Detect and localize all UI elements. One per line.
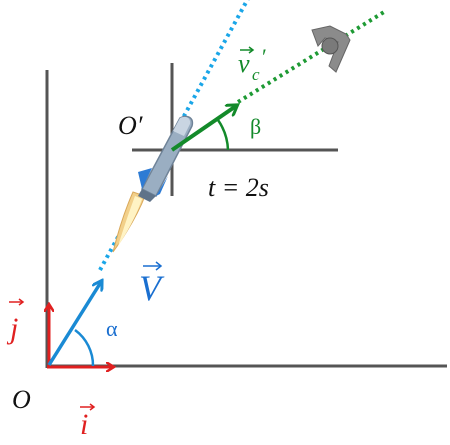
angle-beta-arc: [216, 119, 230, 151]
rocket-flame-icon: [112, 191, 146, 253]
label-velocity-vc-sub: c: [252, 65, 260, 84]
fragment-trajectory-dotted: [236, 10, 386, 104]
rocket-icon: [138, 115, 194, 202]
label-origin-prime: O′: [118, 111, 143, 140]
label-angle-beta: β: [250, 114, 261, 139]
label-velocity-vc: v: [238, 49, 250, 78]
fragment-icon: [311, 25, 351, 73]
label-velocity-V: V: [139, 268, 165, 308]
label-unit-i: i: [80, 408, 88, 441]
label-origin: O: [12, 385, 31, 414]
label-velocity-vc-prime: ′: [262, 44, 267, 69]
velocity-vector-V: [47, 282, 101, 366]
label-unit-j: j: [6, 312, 18, 345]
vector-arrow-vc: [240, 46, 255, 54]
angle-alpha-arc: [74, 328, 95, 367]
label-angle-alpha: α: [106, 316, 118, 341]
vector-arrow-j: [9, 298, 25, 306]
label-time: t = 2s: [208, 173, 269, 202]
velocity-vector-vc: [170, 106, 236, 152]
vector-arrow-i: [80, 403, 96, 411]
vector-arrow-V: [143, 261, 163, 271]
